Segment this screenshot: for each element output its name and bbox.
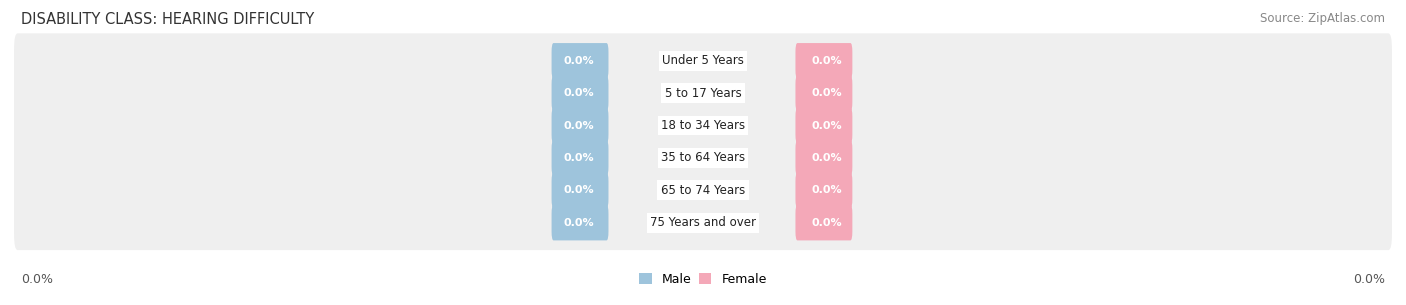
Text: DISABILITY CLASS: HEARING DIFFICULTY: DISABILITY CLASS: HEARING DIFFICULTY — [21, 12, 315, 27]
Text: 0.0%: 0.0% — [21, 273, 53, 285]
Text: Source: ZipAtlas.com: Source: ZipAtlas.com — [1260, 12, 1385, 25]
FancyBboxPatch shape — [796, 172, 852, 208]
FancyBboxPatch shape — [551, 75, 609, 111]
Text: 0.0%: 0.0% — [811, 56, 842, 66]
Text: Under 5 Years: Under 5 Years — [662, 54, 744, 67]
FancyBboxPatch shape — [551, 43, 609, 79]
Legend: Male, Female: Male, Female — [634, 268, 772, 291]
FancyBboxPatch shape — [796, 205, 852, 240]
Text: 0.0%: 0.0% — [564, 153, 595, 163]
FancyBboxPatch shape — [796, 108, 852, 143]
Text: 0.0%: 0.0% — [564, 185, 595, 195]
FancyBboxPatch shape — [551, 172, 609, 208]
FancyBboxPatch shape — [796, 140, 852, 176]
Text: 0.0%: 0.0% — [564, 88, 595, 98]
FancyBboxPatch shape — [14, 163, 1392, 218]
FancyBboxPatch shape — [551, 205, 609, 240]
FancyBboxPatch shape — [551, 140, 609, 176]
Text: 0.0%: 0.0% — [811, 88, 842, 98]
FancyBboxPatch shape — [14, 33, 1392, 88]
Text: 65 to 74 Years: 65 to 74 Years — [661, 184, 745, 197]
FancyBboxPatch shape — [14, 131, 1392, 185]
Text: 0.0%: 0.0% — [811, 185, 842, 195]
FancyBboxPatch shape — [796, 43, 852, 79]
Text: 35 to 64 Years: 35 to 64 Years — [661, 151, 745, 164]
Text: 18 to 34 Years: 18 to 34 Years — [661, 119, 745, 132]
FancyBboxPatch shape — [14, 66, 1392, 121]
Text: 5 to 17 Years: 5 to 17 Years — [665, 87, 741, 100]
Text: 0.0%: 0.0% — [811, 120, 842, 131]
FancyBboxPatch shape — [14, 98, 1392, 153]
FancyBboxPatch shape — [14, 195, 1392, 250]
Text: 0.0%: 0.0% — [811, 153, 842, 163]
Text: 0.0%: 0.0% — [1353, 273, 1385, 285]
FancyBboxPatch shape — [796, 75, 852, 111]
Text: 0.0%: 0.0% — [564, 56, 595, 66]
FancyBboxPatch shape — [551, 108, 609, 143]
Text: 0.0%: 0.0% — [811, 217, 842, 228]
Text: 0.0%: 0.0% — [564, 120, 595, 131]
Text: 75 Years and over: 75 Years and over — [650, 216, 756, 229]
Text: 0.0%: 0.0% — [564, 217, 595, 228]
